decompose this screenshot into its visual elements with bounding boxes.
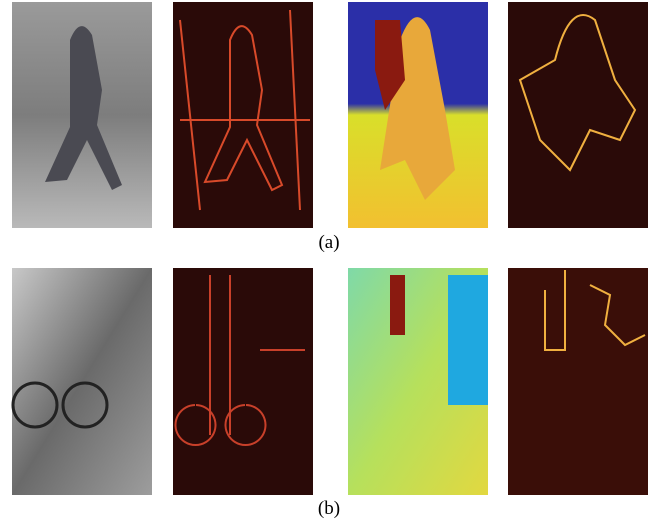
row-label: (a) — [0, 232, 658, 254]
depth-far — [448, 275, 488, 405]
row-a — [12, 2, 648, 228]
boundary-map — [508, 2, 648, 228]
figure: (a) (b) — [0, 0, 658, 523]
figure-panels — [0, 0, 658, 523]
boundary-map — [508, 268, 648, 495]
input-image — [12, 268, 152, 495]
edge-map — [173, 268, 313, 495]
row-b — [12, 268, 648, 495]
row-label: (b) — [0, 498, 658, 520]
depth-error — [390, 275, 405, 335]
